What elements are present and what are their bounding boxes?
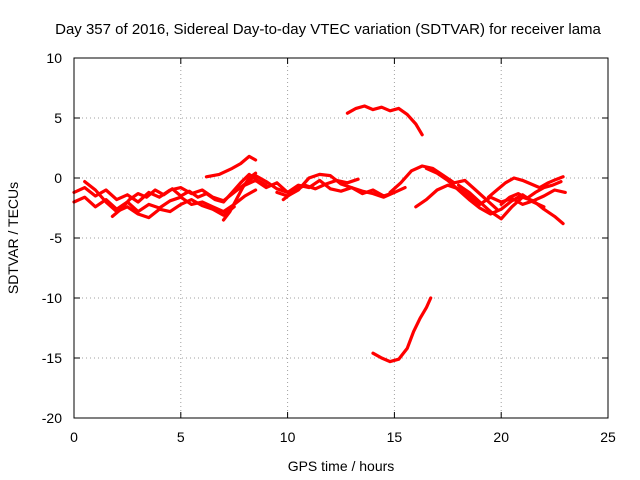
x-tick-label: 5 [177,429,185,445]
y-tick-label: 5 [54,110,62,126]
y-tick-label: -20 [42,410,62,426]
series-line-track-n [456,183,565,226]
x-tick-label: 20 [493,429,509,445]
chart-title: Day 357 of 2016, Sidereal Day-to-day VTE… [55,21,601,38]
y-axis-label: SDTVAR / TECUs [5,182,21,294]
series-line-track-c [83,180,236,220]
y-tick-label: -5 [50,230,63,246]
axis-ticks: 0 5 10 15 20 25 -20 -15 -10 -5 0 5 10 [42,50,616,445]
x-tick-label: 10 [280,429,296,445]
y-tick-label: 10 [46,50,62,66]
series-line-track-p [499,180,563,206]
x-tick-label: 15 [387,429,403,445]
x-tick-label: 0 [70,429,78,445]
x-axis-label: GPS time / hours [288,458,395,474]
y-tick-label: -10 [42,290,62,306]
series-line-track-q [221,171,258,222]
series-line-track-e [204,154,258,179]
y-tick-label: 0 [54,170,62,186]
y-tick-label: -15 [42,350,62,366]
x-tick-label: 25 [600,429,616,445]
series-group [72,104,567,364]
series-line-track-i [345,104,424,137]
series-line-track-o [486,175,565,199]
series-line-track-h [281,177,360,202]
series-line-track-j [371,296,433,364]
grid-lines [74,58,608,418]
series-line-track-d [110,172,268,218]
series-line-track-a [72,174,290,204]
